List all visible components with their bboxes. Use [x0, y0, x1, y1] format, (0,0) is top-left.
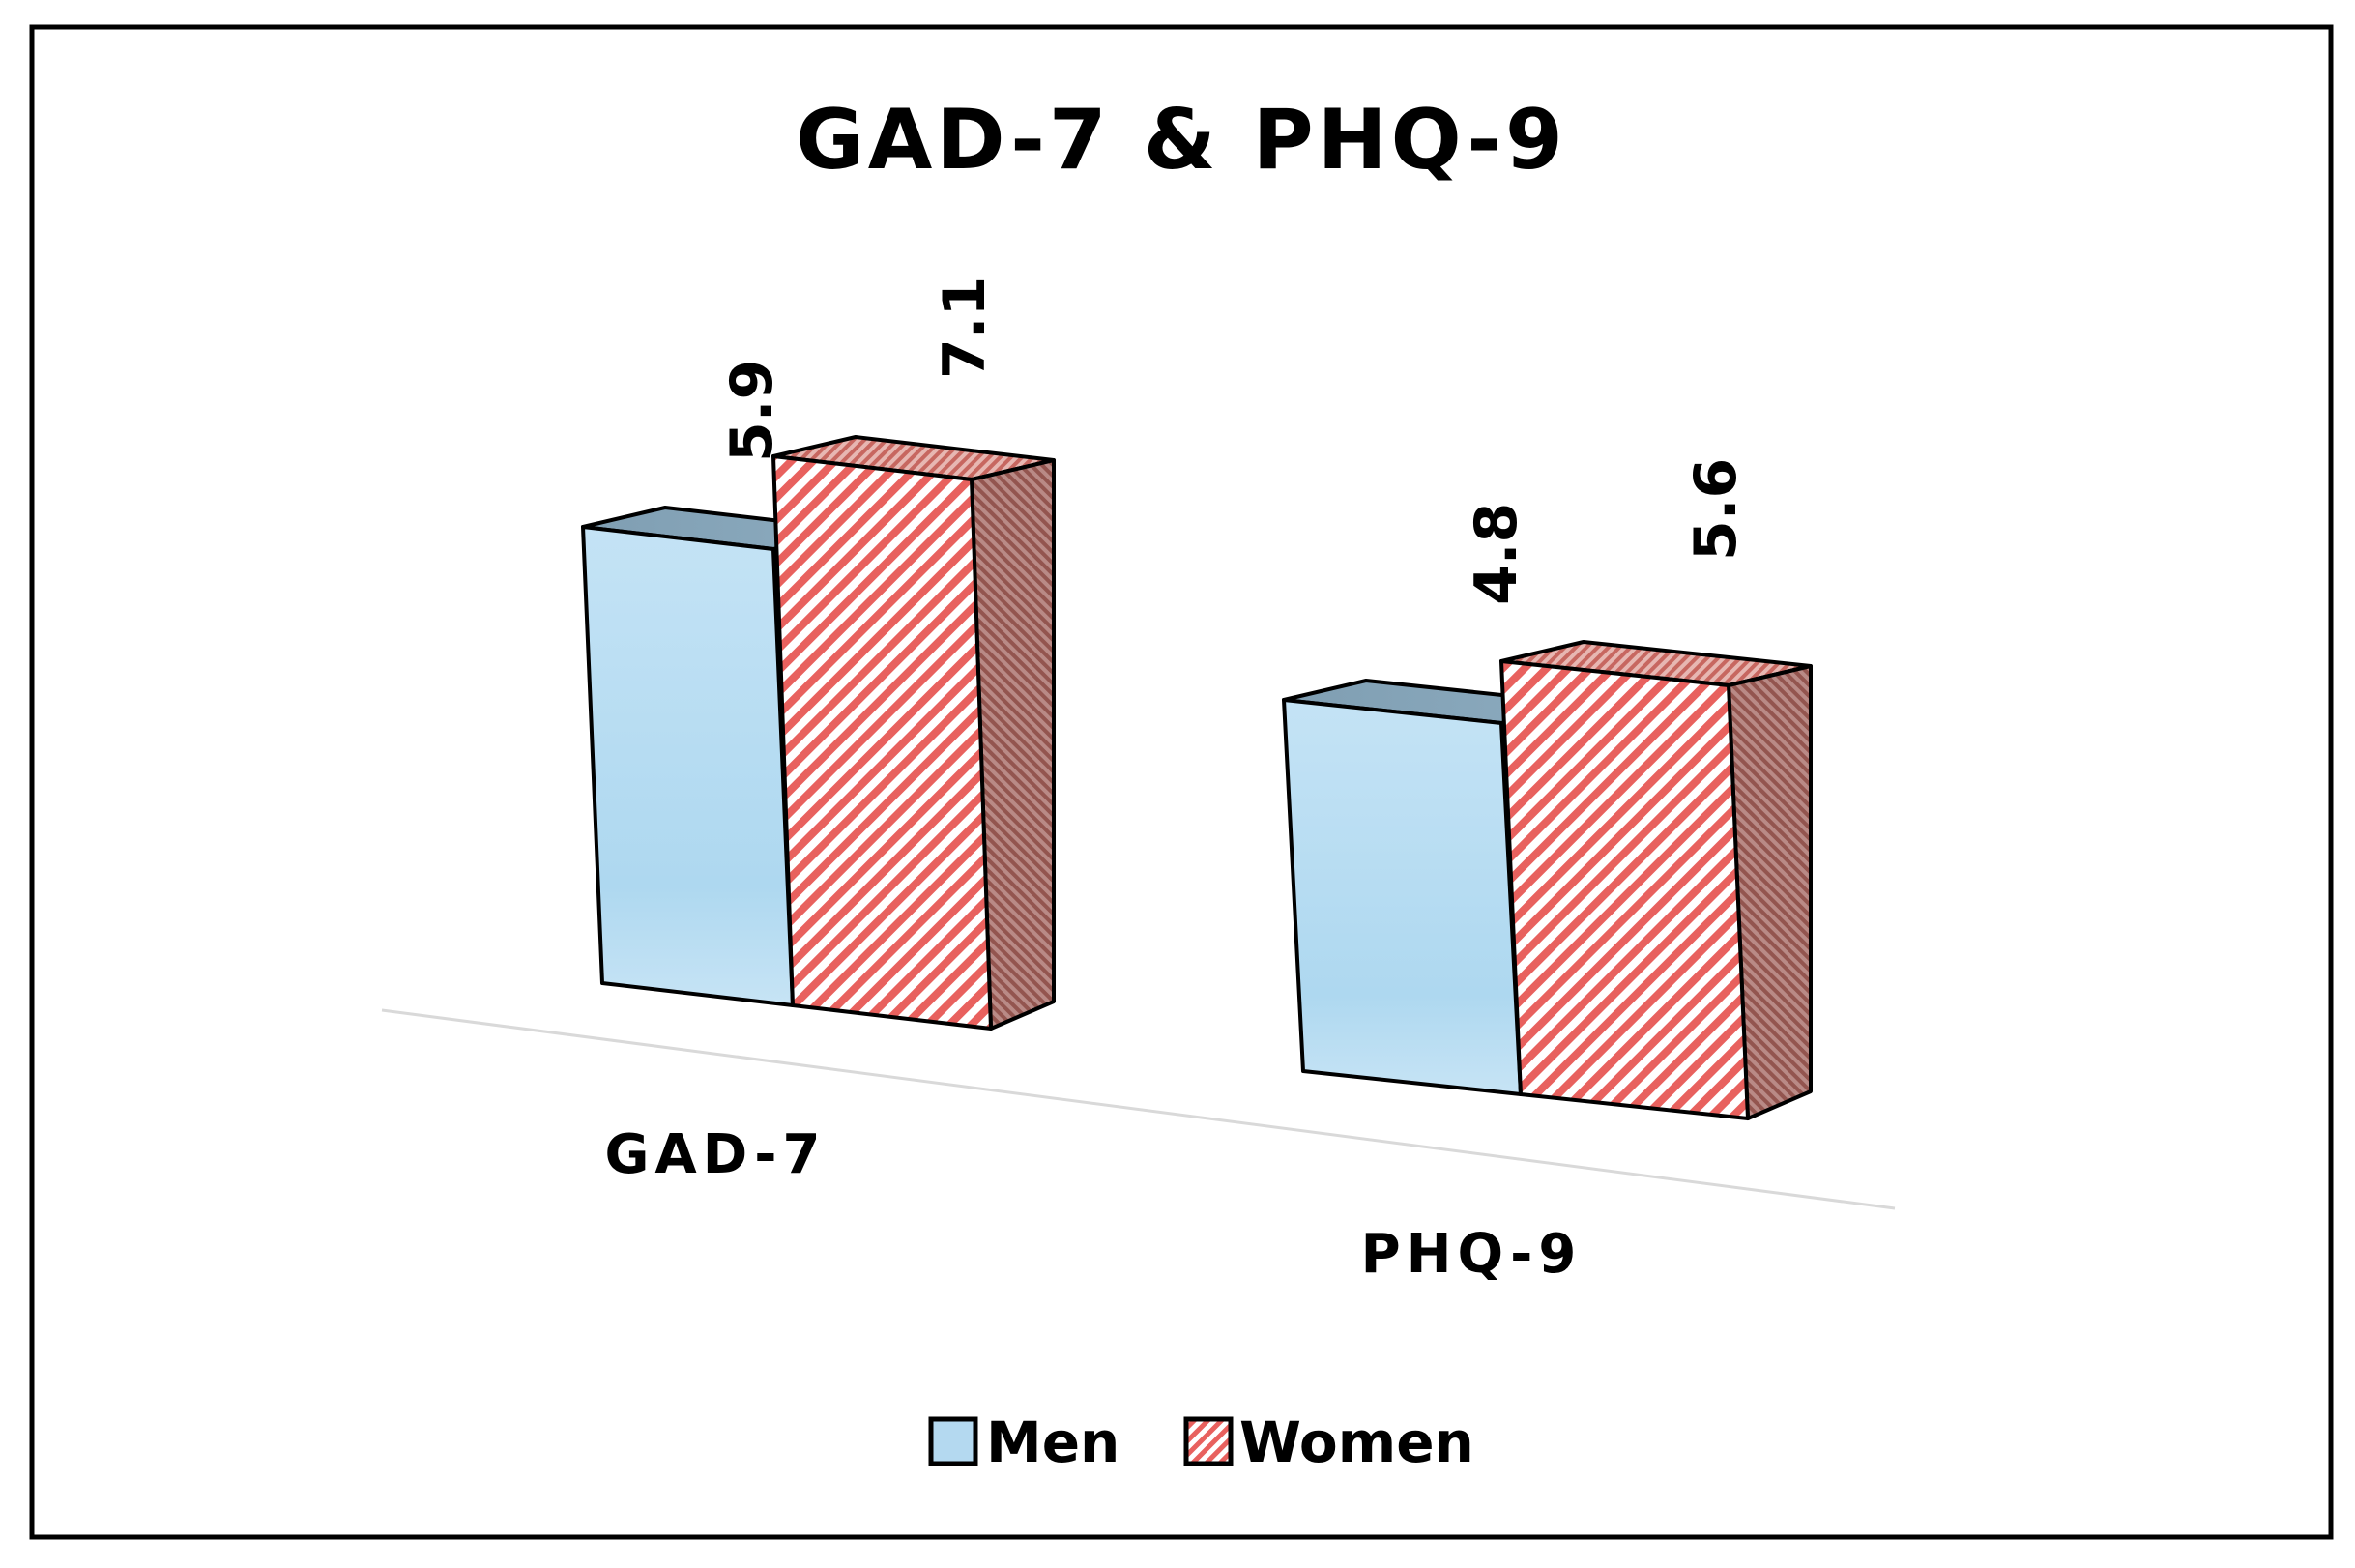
category-label-phq9: PHQ-9 [1361, 1223, 1583, 1286]
legend-label-women: Women [1239, 1409, 1474, 1475]
bar-women-gad7 [771, 454, 993, 1031]
floor-line [381, 1008, 1896, 1210]
category-label-gad7: GAD-7 [604, 1123, 826, 1186]
legend: Men Women [928, 1409, 1474, 1475]
chart-border [29, 24, 2334, 1540]
data-label-women-phq9: 5.6 [1682, 458, 1750, 561]
bar-men-gad7 [581, 525, 795, 1007]
chart-title: GAD-7 & PHQ-9 [796, 92, 1567, 189]
legend-swatch-men [928, 1416, 978, 1466]
legend-swatch-women [1183, 1416, 1234, 1466]
bar-men-phq9 [1282, 698, 1523, 1096]
bars-group [581, 435, 1813, 1120]
data-label-men-gad7: 5.9 [718, 360, 786, 462]
legend-label-men: Men [986, 1409, 1119, 1475]
data-label-women-gad7: 7.1 [931, 276, 999, 379]
bar-women-phq9 [1499, 659, 1750, 1120]
data-label-men-phq9: 4.8 [1463, 503, 1530, 605]
